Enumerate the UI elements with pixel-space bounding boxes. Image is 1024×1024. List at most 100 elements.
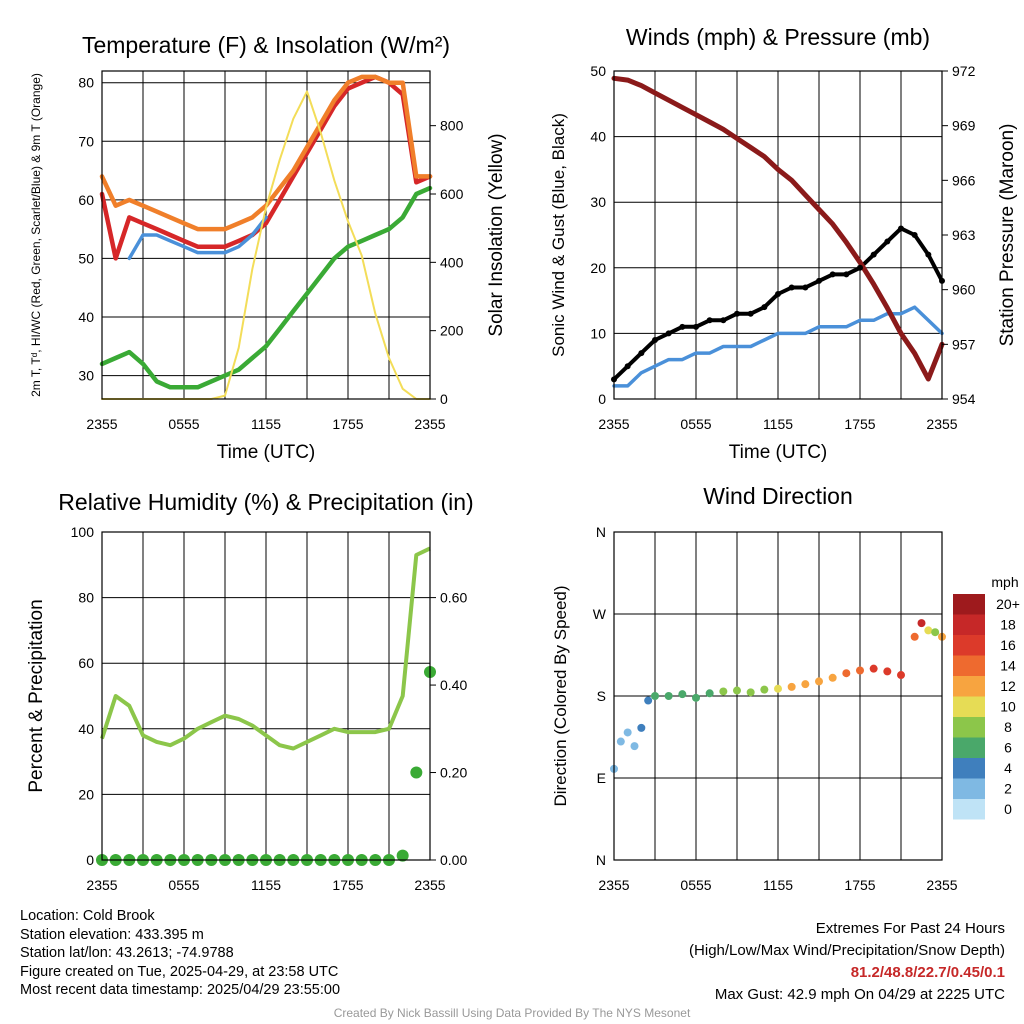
series-line <box>99 185 433 390</box>
gust-point <box>624 363 631 370</box>
legend-swatch <box>953 696 985 717</box>
wind-direction-x-ticks: 2355 0555 1155 1755 2355 <box>598 877 957 893</box>
direction-point <box>917 619 926 628</box>
gust-point <box>911 232 918 238</box>
wind-y-ticks: 0 10 20 30 40 50 <box>590 63 606 407</box>
legend-label: 10 <box>1000 699 1016 715</box>
y2-tick-label: 0.40 <box>440 677 467 693</box>
wind-xlabel: Time (UTC) <box>729 442 828 463</box>
gust-point <box>679 323 686 330</box>
wind-title: Winds (mph) & Pressure (mb) <box>626 24 930 50</box>
y-tick-label: 50 <box>78 250 94 266</box>
precip-point <box>396 849 409 862</box>
legend-label: 8 <box>1004 719 1012 735</box>
direction-point <box>924 626 933 635</box>
y-tick-label: 20 <box>590 260 606 276</box>
humidity-y2-ticks: 0.00 0.20 0.40 0.60 <box>430 590 467 868</box>
station-location: Location: Cold Brook <box>20 908 155 924</box>
y2-tick-label: 800 <box>440 118 464 134</box>
gust-point <box>857 264 863 271</box>
x-tick-label: 2355 <box>598 877 629 893</box>
direction-point <box>760 685 769 694</box>
wind-direction-frame <box>613 531 943 861</box>
direction-point <box>630 742 639 751</box>
y2-tick-label: 0 <box>440 391 448 407</box>
wind-direction-ylabel: Direction (Colored By Speed) <box>551 585 570 806</box>
x-tick-label: 0555 <box>680 416 711 432</box>
temperature-series <box>99 74 433 400</box>
direction-point <box>719 687 728 696</box>
legend-label: 6 <box>1004 740 1012 756</box>
direction-point <box>801 680 810 689</box>
y-tick-label: 40 <box>78 721 94 737</box>
humidity-title: Relative Humidity (%) & Precipitation (i… <box>58 489 473 515</box>
direction-point <box>910 632 919 641</box>
legend-label: 20+ <box>996 596 1020 612</box>
gust-point <box>747 310 754 317</box>
gust-point <box>693 323 699 330</box>
direction-point <box>705 689 714 698</box>
station-latlon: Station lat/lon: 43.2613; -74.9788 <box>20 945 234 961</box>
x-tick-label: 2355 <box>926 416 957 432</box>
y-tick-label: 30 <box>590 194 606 210</box>
gust-point <box>843 271 850 278</box>
temperature-y-ticks: 30 40 50 60 70 80 <box>78 75 94 384</box>
extremes-info: Extremes For Past 24 Hours (High/Low/Max… <box>689 918 1005 1006</box>
wind-y2label: Station Pressure (Maroon) <box>997 124 1018 347</box>
legend-label: 14 <box>1000 658 1016 674</box>
temperature-grid <box>101 71 431 399</box>
temperature-title: Temperature (F) & Insolation (W/m²) <box>82 32 450 58</box>
x-tick-label: 1755 <box>844 877 875 893</box>
credit-line: Created By Nick Bassill Using Data Provi… <box>333 1006 691 1020</box>
y-tick-label: N <box>596 852 606 868</box>
gust-point <box>898 225 904 232</box>
x-tick-label: 1755 <box>332 416 363 432</box>
temperature-frame <box>101 70 431 400</box>
x-tick-label: 1155 <box>251 877 281 893</box>
legend-swatch <box>953 799 985 820</box>
humidity-frame <box>101 531 431 861</box>
legend-label: 16 <box>1000 637 1016 653</box>
speed-legend: 20+ 18 16 14 12 10 8 6 4 2 0 <box>953 594 1020 820</box>
speed-legend-title: mph <box>991 574 1018 590</box>
series-line <box>611 75 945 382</box>
gust-point <box>816 277 822 284</box>
wind-direction-title: Wind Direction <box>703 483 853 509</box>
direction-point <box>616 737 625 746</box>
y-tick-label: E <box>597 770 606 786</box>
direction-point <box>733 686 741 695</box>
humidity-y-ticks: 0 20 40 60 80 100 <box>71 524 95 868</box>
y-tick-label: 40 <box>78 309 94 325</box>
y2-tick-label: 200 <box>440 323 464 339</box>
y2-tick-label: 960 <box>952 282 976 298</box>
y2-tick-label: 600 <box>440 186 464 202</box>
legend-label: 4 <box>1004 760 1012 776</box>
y2-tick-label: 954 <box>952 391 976 407</box>
legend-swatch <box>953 676 985 697</box>
gust-point <box>925 251 932 258</box>
series-line <box>127 215 268 261</box>
x-tick-label: 2355 <box>926 877 957 893</box>
legend-swatch <box>953 655 985 676</box>
gust-point <box>802 284 809 291</box>
extremes-title: Extremes For Past 24 Hours <box>815 920 1005 937</box>
y-tick-label: 20 <box>78 786 94 802</box>
x-tick-label: 1155 <box>251 416 281 432</box>
y-tick-label: N <box>596 524 606 540</box>
temperature-panel: Temperature (F) & Insolation (W/m²) 30 40… <box>29 32 507 463</box>
direction-point <box>842 669 851 678</box>
y2-tick-label: 957 <box>952 336 976 352</box>
temperature-xlabel: Time (UTC) <box>217 442 316 463</box>
y-tick-label: 10 <box>590 325 606 341</box>
gust-point <box>870 251 877 258</box>
x-tick-label: 0555 <box>168 877 199 893</box>
gust-point <box>652 336 658 343</box>
extremes-values: 81.2/48.8/22.7/0.45/0.1 <box>850 964 1005 981</box>
y2-tick-label: 0.60 <box>440 590 467 606</box>
direction-point <box>664 692 673 700</box>
station-info: Location: Cold Brook Station elevation: … <box>20 907 340 1000</box>
x-tick-label: 2355 <box>598 416 629 432</box>
y-tick-label: 70 <box>78 133 94 149</box>
x-tick-label: 2355 <box>414 877 445 893</box>
gust-point <box>788 284 795 291</box>
